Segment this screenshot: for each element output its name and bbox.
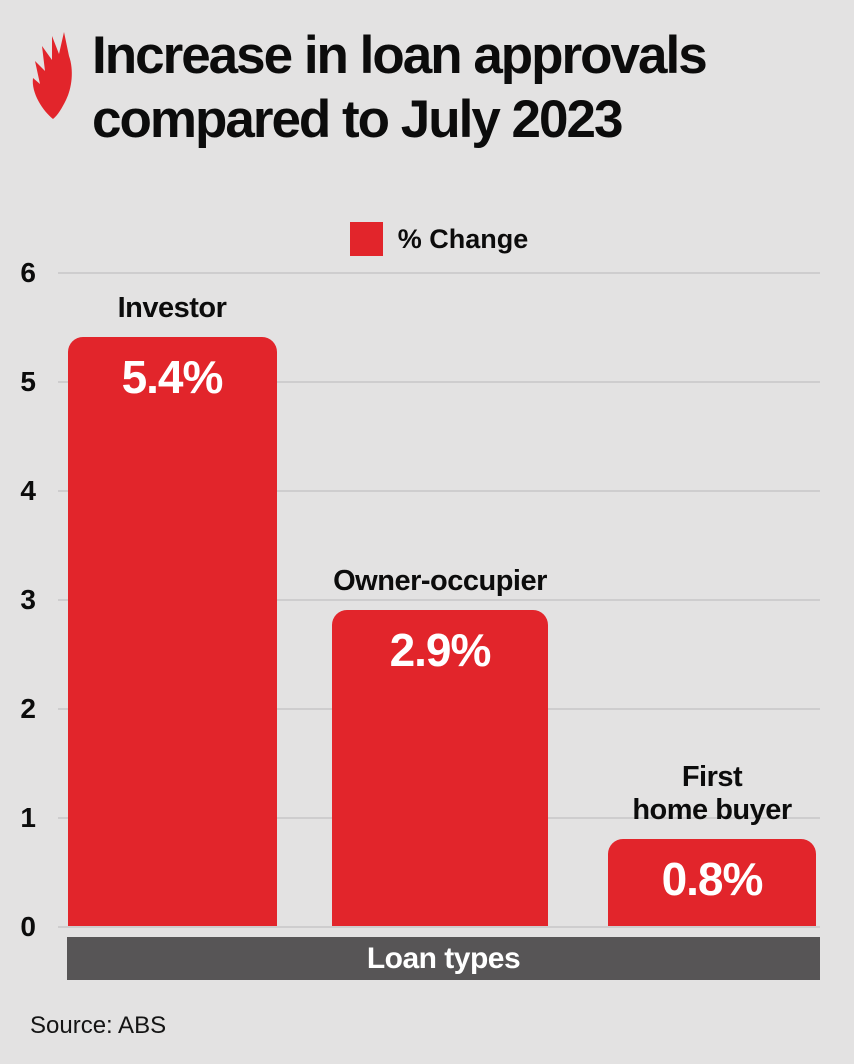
chart-title-line1: Increase in loan approvals (92, 26, 708, 85)
source-note: Source: ABS (30, 1012, 167, 1039)
gridline-y0 (58, 926, 820, 928)
gridline-y5 (58, 381, 820, 383)
category-label: First home buyer (632, 760, 792, 826)
y-tick-label-2: 2 (20, 693, 36, 724)
chart-title: Increase in loan approvals compared to J… (92, 24, 842, 152)
gridline-y4 (58, 490, 820, 492)
sbs-logo-icon (24, 28, 86, 120)
bar-owner-occupier: 2.9% (332, 609, 548, 926)
bar-value-label: 5.4% (121, 351, 224, 404)
y-tick-label-3: 3 (20, 584, 36, 615)
y-tick-label-4: 4 (20, 475, 36, 506)
category-label: Investor (117, 292, 227, 325)
bar-investor: 5.4% (67, 337, 277, 926)
y-tick-label-1: 1 (20, 802, 36, 833)
y-tick-label-0: 0 (20, 911, 36, 942)
chart-title-line2: compared to July 2023 (92, 90, 623, 149)
legend-swatch-icon (349, 222, 383, 256)
gridline-y6 (58, 272, 820, 274)
x-axis-band: Loan types (67, 937, 820, 980)
bar-value-label: 0.8% (661, 852, 764, 905)
y-tick-label-5: 5 (20, 366, 36, 397)
category-label: Owner-occupier (333, 564, 547, 597)
bar-value-label: 2.9% (389, 623, 492, 676)
y-tick-label-6: 6 (20, 257, 36, 288)
bar-first-home-buyer: 0.8% (608, 838, 816, 926)
x-axis-label: Loan types (366, 941, 521, 975)
legend-label: % Change (397, 223, 529, 254)
gridline-y3 (58, 599, 820, 601)
legend: % Change (58, 222, 820, 256)
